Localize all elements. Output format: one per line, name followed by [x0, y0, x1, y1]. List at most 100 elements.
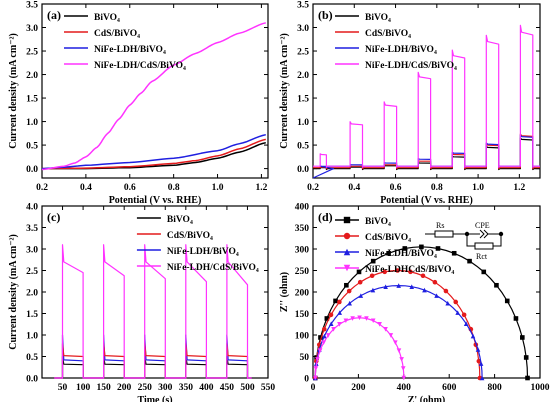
x-tick-label: 1.0	[472, 183, 484, 193]
marker-square	[451, 250, 457, 256]
x-tick-label: 250	[138, 383, 153, 393]
series-line	[314, 285, 483, 379]
y-tick-label: 1.0	[26, 118, 38, 128]
y-tick-label: 0.5	[26, 142, 38, 152]
marker-square	[513, 316, 519, 321]
x-tick-label: 1.0	[212, 183, 224, 193]
marker-triangle	[434, 293, 439, 298]
plot-frame	[41, 3, 269, 179]
y-axis-label: Current density (mA cm⁻²)	[8, 33, 19, 149]
x-tick-label: 400	[397, 383, 412, 393]
x-tick-label: 1.2	[513, 183, 525, 193]
legend-entry: NiFe-LDH/CdS/BiVO₄	[94, 61, 186, 71]
series-group	[312, 244, 530, 381]
panel-label: (c)	[47, 210, 60, 224]
x-tick-label: 550	[261, 383, 276, 393]
x-tick-label: 600	[442, 383, 457, 393]
marker-square	[333, 298, 338, 304]
marker-circle	[343, 232, 351, 240]
circuit-label-rs: Rs	[436, 221, 444, 230]
marker-square	[318, 335, 323, 340]
marker-triangle	[343, 248, 351, 256]
y-tick-label: 1.0	[297, 118, 309, 128]
marker-triangle	[337, 310, 343, 315]
marker-triangle-down	[377, 322, 382, 327]
marker-square	[525, 375, 530, 381]
x-tick-label: 100	[76, 383, 91, 393]
panel-label: (a)	[47, 8, 61, 22]
y-tick-label: 2.5	[297, 48, 309, 58]
circuit-diagram: Rs CPE Rct	[425, 221, 504, 261]
marker-triangle	[328, 321, 334, 326]
marker-circle	[432, 279, 438, 285]
y-tick-label: 0.5	[297, 142, 309, 152]
marker-triangle-down	[399, 357, 404, 362]
y-tick-label: 2.0	[26, 289, 38, 299]
legend-entry: CdS/BiVO₄	[365, 233, 411, 243]
series-group	[41, 22, 266, 171]
plot-frame	[41, 205, 269, 379]
marker-triangle	[409, 284, 415, 289]
marker-triangle-down	[343, 318, 349, 324]
legend-entry: NiFe-LDH/BiVO₄	[365, 249, 437, 259]
marker-square	[467, 258, 472, 264]
marker-square	[523, 355, 529, 360]
marker-triangle	[463, 321, 469, 326]
cpe-element	[479, 229, 485, 239]
legend-entry: BiVO₄	[94, 13, 120, 23]
marker-circle	[337, 299, 342, 305]
marker-square	[370, 258, 376, 264]
marker-square	[435, 246, 441, 251]
marker-circle	[395, 268, 400, 273]
marker-triangle-down	[312, 375, 318, 381]
x-axis-label: Potential (V vs. RHE)	[380, 195, 473, 206]
marker-circle	[443, 288, 449, 294]
marker-circle	[461, 312, 467, 318]
x-tick-label: 1000	[531, 383, 550, 393]
marker-triangle	[383, 284, 388, 289]
y-tick-label: 3.5	[26, 1, 38, 11]
marker-square	[481, 269, 487, 275]
marker-triangle-down	[401, 375, 407, 381]
x-tick-label: 0.4	[348, 183, 360, 193]
circuit-label-rct: Rct	[476, 252, 488, 261]
legend: BiVO₄ CdS/BiVO₄ NiFe-LDH/BiVO₄ NiFe-LDHCdS/…	[335, 216, 454, 275]
x-tick-label: 800	[487, 383, 502, 393]
marker-triangle	[470, 333, 476, 339]
marker-square	[520, 335, 525, 340]
series-line	[313, 24, 540, 168]
x-axis-label: Potential (V vs. RHE)	[109, 195, 202, 206]
marker-triangle-down	[388, 333, 394, 338]
y-tick-label: 2.0	[297, 71, 309, 81]
marker-triangle	[322, 333, 327, 339]
legend: BiVO₄ CdS/BiVO₄ NiFe-LDH/BiVO₄ NiFe-LDH/CdS…	[136, 215, 259, 273]
y-tick-label: 300	[295, 246, 310, 256]
marker-square	[356, 269, 362, 275]
y-tick-label: 0	[304, 375, 309, 385]
x-tick-label: 0.2	[307, 183, 319, 193]
marker-triangle	[479, 375, 485, 381]
y-tick-label: 400	[295, 203, 310, 213]
wire	[493, 234, 502, 247]
legend: BiVO₄ CdS/BiVO₄ NiFe-LDH/BiVO₄ NiFe-LDH/CdS…	[335, 13, 457, 71]
legend-entry: NiFe-LDH/BiVO₄	[167, 247, 239, 257]
y-tick-label: 0.0	[297, 165, 309, 175]
y-axis-label: Current density (mA cm⁻²)	[8, 234, 19, 350]
marker-triangle-down	[350, 316, 355, 321]
y-tick-label: 350	[295, 224, 310, 234]
y-tick-label: 100	[295, 332, 310, 342]
x-tick-label: 350	[179, 383, 194, 393]
marker-triangle-down	[396, 348, 402, 353]
panel-axes: 0.2 0.4 0.6 0.8 1.0 1.2 0.0 0.5 1.0 1.5 2.0 2.5 3.0 3…	[279, 1, 541, 206]
y-tick-label: 1.5	[297, 95, 309, 105]
y-tick-label: 3.5	[297, 1, 309, 11]
marker-circle	[408, 269, 413, 275]
series-line	[42, 138, 266, 170]
legend-entry: CdS/BiVO₄	[365, 29, 411, 39]
series-line	[313, 133, 540, 170]
y-tick-label: 50	[300, 353, 310, 363]
marker-circle	[357, 279, 363, 285]
y-tick-label: 0.5	[26, 353, 38, 363]
legend: BiVO₄ CdS/BiVO₄ NiFe-LDH/BiVO₄ NiFe-LDH/CdS…	[64, 13, 186, 71]
